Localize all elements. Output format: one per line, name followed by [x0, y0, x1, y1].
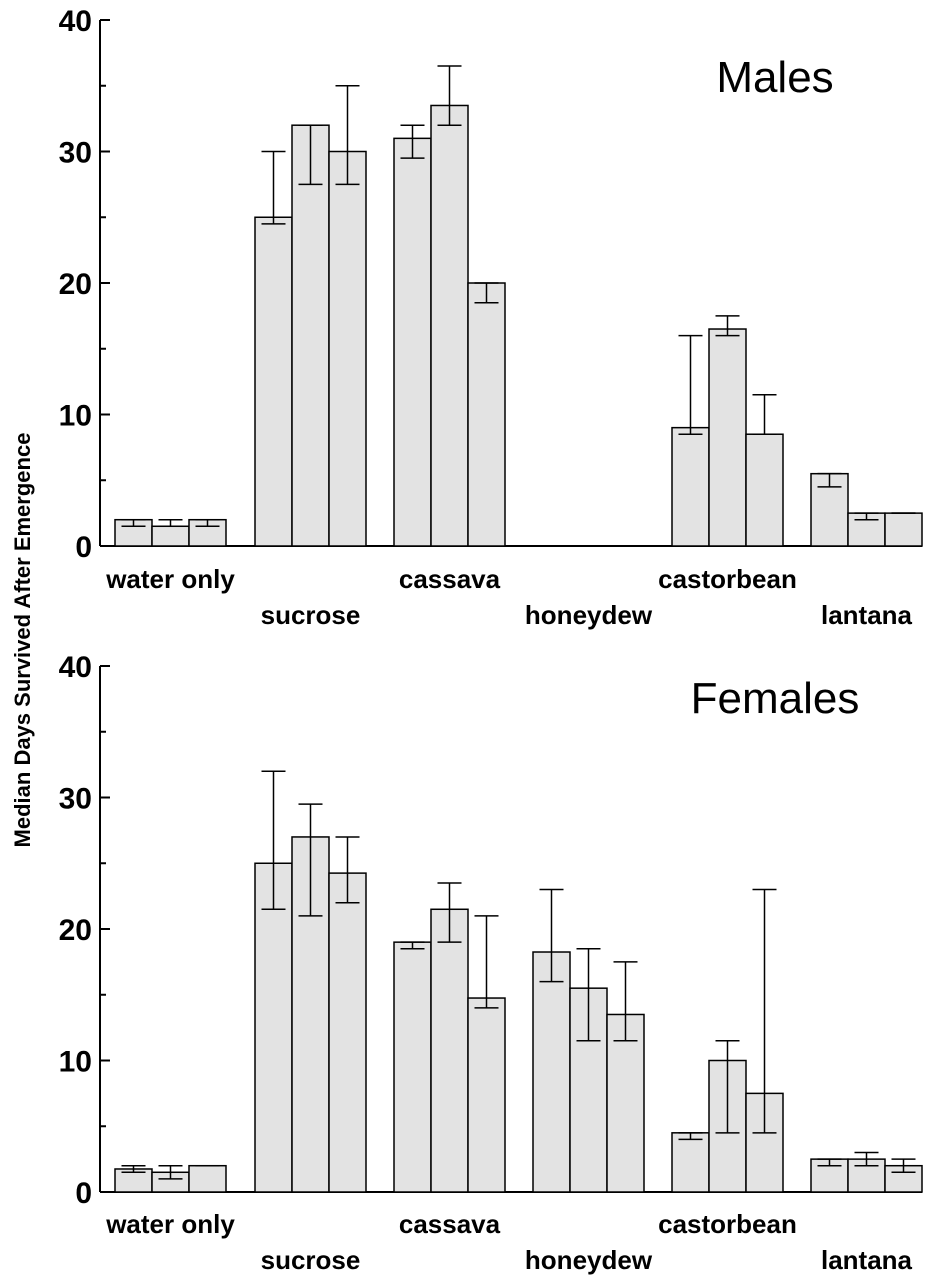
bar	[151, 525, 190, 547]
bar	[254, 862, 293, 1193]
bar	[430, 104, 469, 547]
category-label: water only	[105, 564, 235, 594]
panel-title: Males	[716, 53, 833, 102]
y-axis-label: Median Days Survived After Emergence	[10, 433, 35, 848]
category-label: cassava	[399, 564, 501, 594]
bar	[745, 433, 784, 547]
bar	[847, 1158, 886, 1193]
y-tick-label: 0	[75, 531, 92, 564]
y-tick-label: 10	[59, 400, 92, 433]
y-tick-label: 0	[75, 1177, 92, 1210]
bar	[393, 941, 432, 1193]
bar	[467, 997, 506, 1193]
bar	[254, 216, 293, 547]
bar	[291, 124, 330, 547]
category-label: cassava	[399, 1209, 501, 1239]
category-label: honeydew	[525, 1245, 653, 1275]
bar	[671, 426, 710, 547]
bar	[532, 951, 571, 1193]
category-label: honeydew	[525, 600, 653, 630]
panel-females: 0 10 20 30 40 Females water only sucrose cassava…	[59, 651, 923, 1275]
panel-title: Females	[691, 674, 860, 723]
bar	[188, 518, 227, 547]
category-label: castorbean	[658, 1209, 797, 1239]
bar	[708, 328, 747, 547]
bar	[393, 137, 432, 547]
y-tick-label: 40	[59, 651, 92, 684]
y-tick-label: 40	[59, 5, 92, 38]
category-label: lantana	[821, 600, 913, 630]
chart-panels: 0 10 20 30 40 Males water only sucrose cassava ho…	[59, 5, 923, 1275]
category-label: castorbean	[658, 564, 797, 594]
category-label: sucrose	[261, 1245, 361, 1275]
y-tick-label: 30	[59, 137, 92, 170]
category-label: water only	[105, 1209, 235, 1239]
bar	[884, 512, 923, 547]
category-label: lantana	[821, 1245, 913, 1275]
bar	[467, 282, 506, 547]
category-label: sucrose	[261, 600, 361, 630]
y-tick-label: 20	[59, 914, 92, 947]
bar	[430, 908, 469, 1193]
bar	[328, 872, 367, 1193]
y-tick-label: 30	[59, 783, 92, 816]
y-tick-label: 20	[59, 268, 92, 301]
bar	[188, 1164, 227, 1193]
y-tick-label: 10	[59, 1046, 92, 1079]
panel-males: 0 10 20 30 40 Males water only sucrose cassava ho…	[59, 5, 923, 630]
bar	[328, 150, 367, 547]
bar	[671, 1132, 710, 1193]
